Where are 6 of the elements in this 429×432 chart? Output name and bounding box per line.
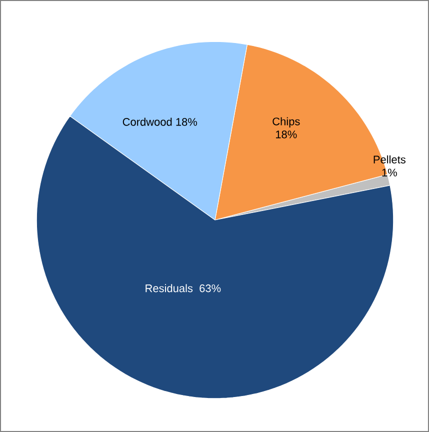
data-label: 18% [176, 118, 198, 126]
data-label: 18% [276, 130, 297, 138]
data-label: 63% [200, 284, 221, 292]
slice-label: Residuals [146, 284, 193, 292]
slice-label: Chips [272, 117, 300, 128]
slice-label: Cordwood [122, 118, 172, 126]
